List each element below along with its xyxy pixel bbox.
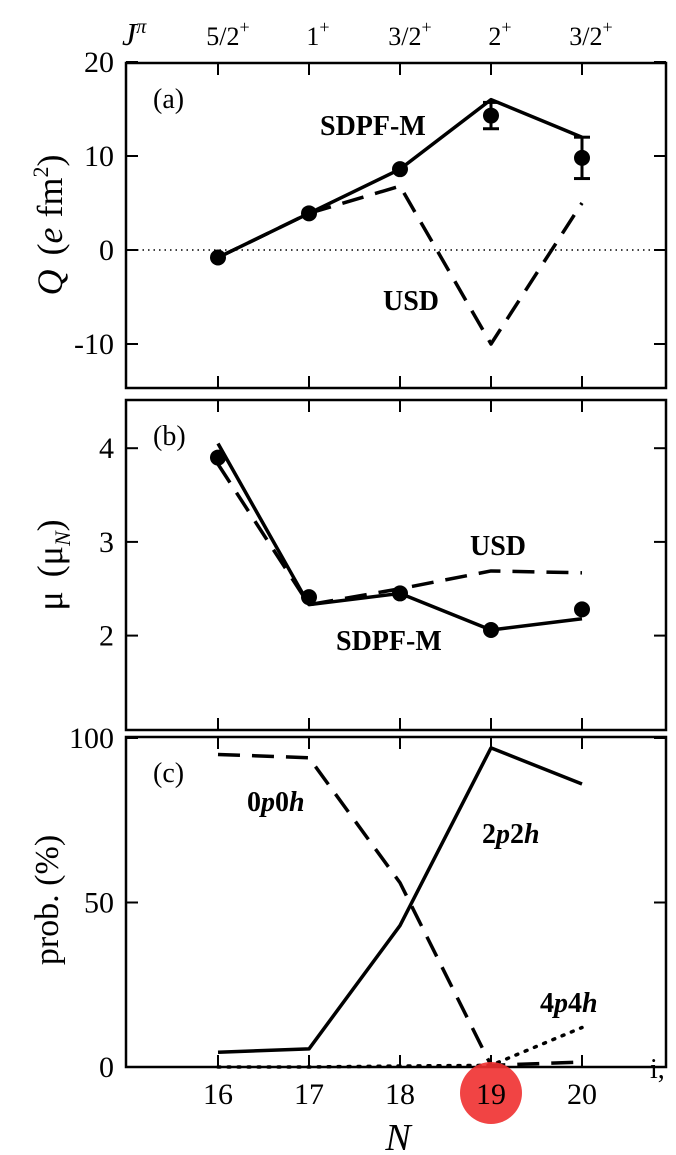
highlight-marker	[460, 1062, 522, 1124]
panel-b-ytick-label: 4	[99, 432, 114, 465]
panel-c-ytick-label: 100	[69, 722, 114, 755]
annotation-b-sdpfm: SDPF-M	[336, 626, 442, 657]
jpi-label-20: 3/2+	[569, 17, 612, 51]
panel-b-data-point	[210, 449, 226, 466]
panel-a-label: (a)	[153, 84, 184, 115]
data-layer	[210, 97, 590, 1069]
panel-a-data-point	[574, 149, 590, 166]
svg-text:prob. (%): prob. (%)	[29, 835, 66, 965]
panel-a-data-point	[210, 249, 226, 266]
panel-c-label: (c)	[153, 758, 184, 789]
panel-c-series-0p0h	[217, 752, 583, 1068]
panel-a-ytick-label: 0	[99, 234, 114, 267]
panel-b-data-point	[301, 589, 317, 606]
annotation-c-0p0h: 0p0h	[247, 787, 305, 818]
jpi-label-17: 1+	[306, 17, 329, 51]
panel-a-data-point	[301, 205, 317, 222]
annotation-b-usd: USD	[470, 531, 526, 562]
x-tick-labels: 16 17 18 19 20	[203, 1078, 597, 1111]
panel-a-frame	[124, 61, 668, 390]
panel-c-ylabel: prob. (%)	[29, 835, 66, 965]
annotation-c-4p4h: 4p4h	[540, 988, 598, 1019]
annotation-a-sdpfm: SDPF-M	[320, 111, 426, 142]
edge-text: i,	[650, 1054, 665, 1085]
jpi-header: Jπ 5/2+ 1+ 3/2+ 2+ 3/2+	[122, 16, 613, 52]
panel-a-data-point	[392, 161, 408, 178]
panel-c-ytick-label: 0	[99, 1051, 114, 1084]
panel-a-ylabel: Q(efm2)	[28, 155, 70, 296]
annotation-c-2p2h: 2p2h	[482, 819, 540, 850]
x-tick-label-19: 19	[476, 1078, 506, 1111]
panel-b-data-point	[483, 621, 499, 638]
panel-b-series-usd	[216, 463, 583, 607]
panel-a-data-point	[483, 107, 499, 124]
panel-b-label: (b)	[153, 421, 186, 452]
panel-b-data-point	[392, 585, 408, 602]
jpi-symbol: Jπ	[122, 16, 147, 52]
jpi-label-19: 2+	[488, 17, 511, 51]
panel-b-ylabel: μ(μN)	[30, 519, 75, 610]
x-tick-label-17: 17	[294, 1078, 324, 1111]
axis-ticks: -10 0 10 20 2 3 4 0 50 100	[69, 46, 666, 1084]
panel-b-series-sdpf-m	[216, 442, 583, 632]
panel-a-ytick-label: -10	[74, 328, 114, 361]
panel-c-ytick-label: 50	[84, 887, 114, 920]
panel-a-series-usd	[217, 184, 584, 346]
x-tick-label-18: 18	[385, 1078, 415, 1111]
panel-c-series-4p4h	[216, 1025, 584, 1069]
panel-c-series-2p2h	[217, 746, 583, 1054]
x-axis-label: N	[384, 1117, 413, 1155]
annotation-a-usd: USD	[383, 286, 439, 317]
x-tick-label-16: 16	[203, 1078, 233, 1111]
panel-a-ytick-label: 20	[84, 46, 114, 79]
svg-text:Q(efm2): Q(efm2)	[28, 155, 70, 296]
jpi-label-16: 5/2+	[206, 17, 249, 51]
panel-a-ytick-label: 10	[84, 140, 114, 173]
panel-b-frame	[124, 398, 668, 732]
x-tick-label-20: 20	[567, 1078, 597, 1111]
panel-b-ytick-label: 3	[99, 526, 114, 559]
jpi-label-18: 3/2+	[388, 17, 431, 51]
panel-b-data-point	[574, 601, 590, 618]
svg-text:μ(μN): μ(μN)	[30, 519, 75, 610]
panel-b-ytick-label: 2	[99, 620, 114, 653]
